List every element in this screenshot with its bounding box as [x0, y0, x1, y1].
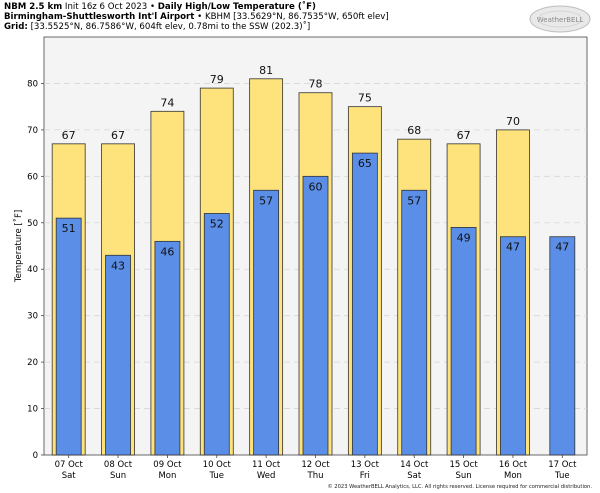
x-tick-day: Fri	[360, 471, 370, 481]
bars	[51, 78, 576, 456]
y-tick-label: 50	[27, 219, 38, 229]
y-tick-label: 60	[27, 172, 38, 182]
low-bar	[351, 152, 378, 456]
low-bar	[302, 175, 329, 456]
x-tick-day: Tue	[554, 471, 570, 481]
x-tick-day: Wed	[257, 471, 276, 481]
high-value-label: 78	[309, 78, 323, 91]
x-tick-day: Sun	[456, 471, 472, 481]
x-tick-day: Sat	[407, 471, 422, 481]
x-tick-date: 13 Oct	[351, 460, 380, 470]
x-tick-date: 12 Oct	[301, 460, 330, 470]
low-value-label: 47	[506, 241, 520, 254]
logo-text: WeatherBELL	[537, 16, 584, 24]
weatherbell-logo: WeatherBELL	[527, 4, 593, 34]
low-bar	[253, 189, 280, 456]
header-line-3: Grid: [33.5525°N, 86.7586°W, 604ft elev,…	[4, 22, 310, 32]
x-tick-date: 14 Oct	[400, 460, 429, 470]
init-time: Init 16z 6 Oct 2023	[64, 2, 148, 12]
low-value-label: 49	[457, 231, 471, 244]
high-value-label: 70	[506, 115, 520, 128]
low-bar	[55, 217, 82, 456]
high-value-label: 79	[210, 73, 224, 86]
model-name: NBM 2.5 km	[4, 2, 63, 12]
low-bar	[500, 236, 526, 456]
x-tick-date: 16 Oct	[499, 460, 528, 470]
x-tick-day: Sun	[110, 471, 126, 481]
separator: •	[149, 2, 156, 12]
low-value-label: 43	[111, 259, 125, 272]
low-bar	[401, 189, 428, 456]
x-tick-date: 10 Oct	[203, 460, 232, 470]
high-value-label: 67	[62, 129, 76, 142]
separator: •	[197, 12, 203, 22]
x-tick-date: 08 Oct	[104, 460, 133, 470]
high-value-label: 68	[407, 124, 421, 137]
low-bar	[203, 213, 230, 456]
y-tick-label: 10	[27, 405, 38, 415]
grid-label: Grid:	[4, 22, 28, 32]
low-value-label: 51	[62, 222, 76, 235]
y-tick-label: 30	[27, 312, 38, 322]
station-info: KBHM [33.5629°N, 86.7535°W, 650ft elev]	[204, 12, 389, 22]
product-title: Daily High/Low Temperature (˚F)	[157, 2, 316, 12]
y-axis-label: Temperature [˚F]	[13, 210, 24, 283]
x-tick-date: 09 Oct	[153, 460, 182, 470]
copyright-notice: © 2023 WeatherBELL Analytics, LLC. All r…	[327, 484, 592, 490]
x-tick-day: Thu	[307, 471, 324, 481]
x-tick-date: 17 Oct	[548, 460, 577, 470]
y-tick-label: 70	[27, 126, 38, 136]
high-value-label: 67	[457, 129, 471, 142]
x-tick-day: Mon	[504, 471, 522, 481]
x-tick-date: 15 Oct	[449, 460, 478, 470]
high-value-label: 67	[111, 129, 125, 142]
low-value-label: 60	[309, 180, 323, 193]
header-line-2: Birmingham-Shuttlesworth Int'l Airport •…	[4, 12, 389, 22]
logo-icon: WeatherBELL	[529, 5, 591, 33]
y-tick-label: 40	[27, 265, 38, 275]
low-bar	[154, 240, 181, 456]
grid-info: [33.5525°N, 86.7586°W, 604ft elev, 0.78m…	[30, 22, 311, 32]
high-value-label: 75	[358, 92, 372, 105]
x-tick-date: 07 Oct	[55, 460, 84, 470]
low-bar	[450, 227, 477, 456]
high-value-label: 81	[259, 64, 273, 77]
x-tick-day: Tue	[209, 471, 225, 481]
y-tick-label: 0	[33, 451, 38, 461]
low-value-label: 57	[407, 194, 421, 207]
header-line-1: NBM 2.5 km Init 16z 6 Oct 2023 • Daily H…	[4, 2, 316, 12]
low-value-label: 65	[358, 157, 372, 170]
low-value-label: 52	[210, 217, 224, 230]
y-tick-label: 80	[27, 79, 38, 89]
low-value-label: 47	[555, 241, 569, 254]
low-bar	[105, 254, 131, 456]
x-tick-day: Sat	[62, 471, 77, 481]
x-tick-day: Mon	[158, 471, 176, 481]
low-value-label: 57	[259, 194, 273, 207]
high-value-label: 74	[160, 96, 174, 109]
low-value-label: 46	[160, 245, 174, 258]
low-bar	[549, 236, 576, 456]
x-tick-date: 11 Oct	[252, 460, 281, 470]
y-tick-label: 20	[27, 358, 38, 368]
station-name: Birmingham-Shuttlesworth Int'l Airport	[4, 12, 195, 22]
value-labels: 67 51 67 43 74 46 79 52 81 57 78 60 75 65 68 57 67 49 70 47…	[62, 64, 570, 272]
